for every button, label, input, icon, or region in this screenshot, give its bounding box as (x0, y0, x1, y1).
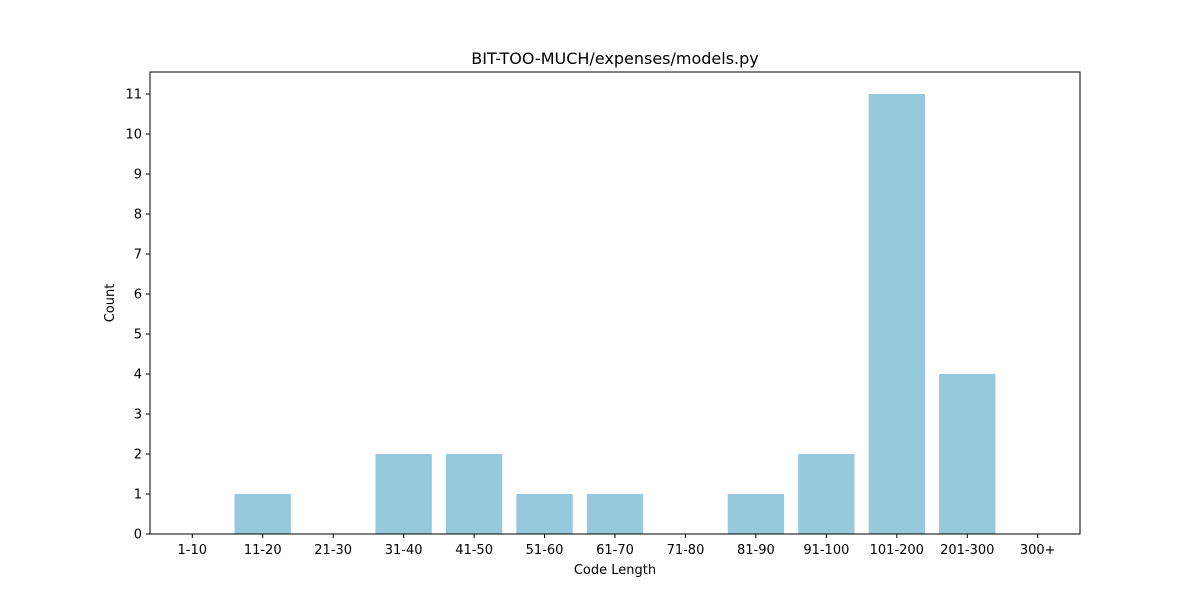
x-tick-label: 21-30 (314, 543, 352, 558)
bar-31-40 (375, 454, 432, 534)
x-tick-label: 101-200 (870, 543, 924, 558)
bar-81-90 (727, 494, 785, 534)
y-tick-label: 1 (134, 488, 142, 503)
y-tick-label: 6 (134, 288, 142, 303)
x-tick-label: 41-50 (455, 543, 493, 558)
bar-101-200 (868, 94, 925, 534)
x-tick-label: 1-10 (178, 543, 208, 558)
y-tick-label: 10 (125, 128, 142, 143)
x-tick-label: 201-300 (940, 543, 994, 558)
y-tick-label: 7 (134, 248, 142, 263)
x-tick-label: 31-40 (385, 543, 423, 558)
bar-61-70 (586, 494, 644, 534)
y-tick-label: 11 (125, 88, 142, 103)
bar-201-300 (939, 374, 996, 534)
x-tick-label: 81-90 (737, 543, 775, 558)
x-tick-label: 300+ (1020, 543, 1056, 558)
y-axis: 0 1 2 3 4 5 6 7 8 9 10 11 (125, 88, 150, 543)
y-tick-label: 0 (134, 528, 142, 543)
x-tick-label: 71-80 (667, 543, 705, 558)
y-tick-label: 8 (134, 208, 142, 223)
x-axis: 1-10 11-20 21-30 31-40 41-50 51-60 61-70 71-80 8… (178, 534, 1056, 558)
x-tick-label: 61-70 (596, 543, 634, 558)
y-tick-label: 4 (134, 368, 142, 383)
x-axis-label: Code Length (574, 563, 656, 578)
bars-group (234, 94, 996, 534)
bar-51-60 (516, 494, 573, 534)
bar-41-50 (445, 454, 503, 534)
y-tick-label: 9 (134, 168, 142, 183)
y-tick-label: 5 (134, 328, 142, 343)
bar-11-20 (234, 494, 291, 534)
x-tick-label: 51-60 (526, 543, 564, 558)
bar-91-100 (798, 454, 855, 534)
y-tick-label: 3 (134, 408, 142, 423)
x-tick-label: 91-100 (803, 543, 849, 558)
x-tick-label: 11-20 (244, 543, 282, 558)
chart-title: BIT-TOO-MUCH/expenses/models.py (471, 49, 759, 68)
y-tick-label: 2 (134, 448, 142, 463)
y-axis-label: Count (103, 284, 118, 323)
